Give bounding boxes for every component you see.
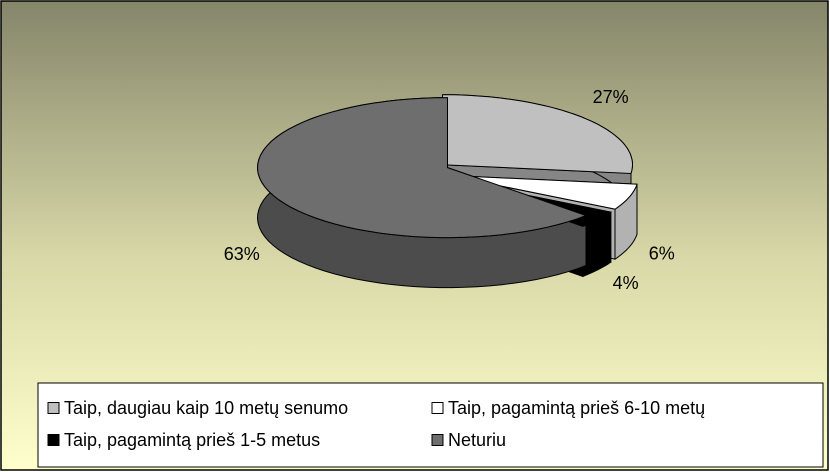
data-label: 4% bbox=[613, 273, 639, 293]
slice-shade bbox=[582, 212, 611, 277]
legend-label: Taip, pagamintą prieš 1-5 metus bbox=[64, 430, 320, 450]
legend-box bbox=[37, 382, 824, 468]
legend-swatch bbox=[431, 434, 444, 446]
slice bbox=[442, 94, 633, 175]
legend-swatch bbox=[47, 402, 60, 414]
legend-label: Taip, daugiau kaip 10 metų senumo bbox=[64, 398, 348, 418]
legend-label: Neturiu bbox=[448, 430, 506, 450]
legend-label: Taip, pagamintą prieš 6-10 metų bbox=[448, 398, 705, 418]
legend-swatch bbox=[47, 434, 60, 446]
legend-swatch bbox=[431, 402, 444, 414]
data-label: 63% bbox=[224, 244, 260, 264]
data-label: 27% bbox=[593, 87, 629, 107]
slice-shade bbox=[615, 184, 637, 260]
data-label: 6% bbox=[649, 243, 675, 263]
slice bbox=[256, 97, 588, 239]
